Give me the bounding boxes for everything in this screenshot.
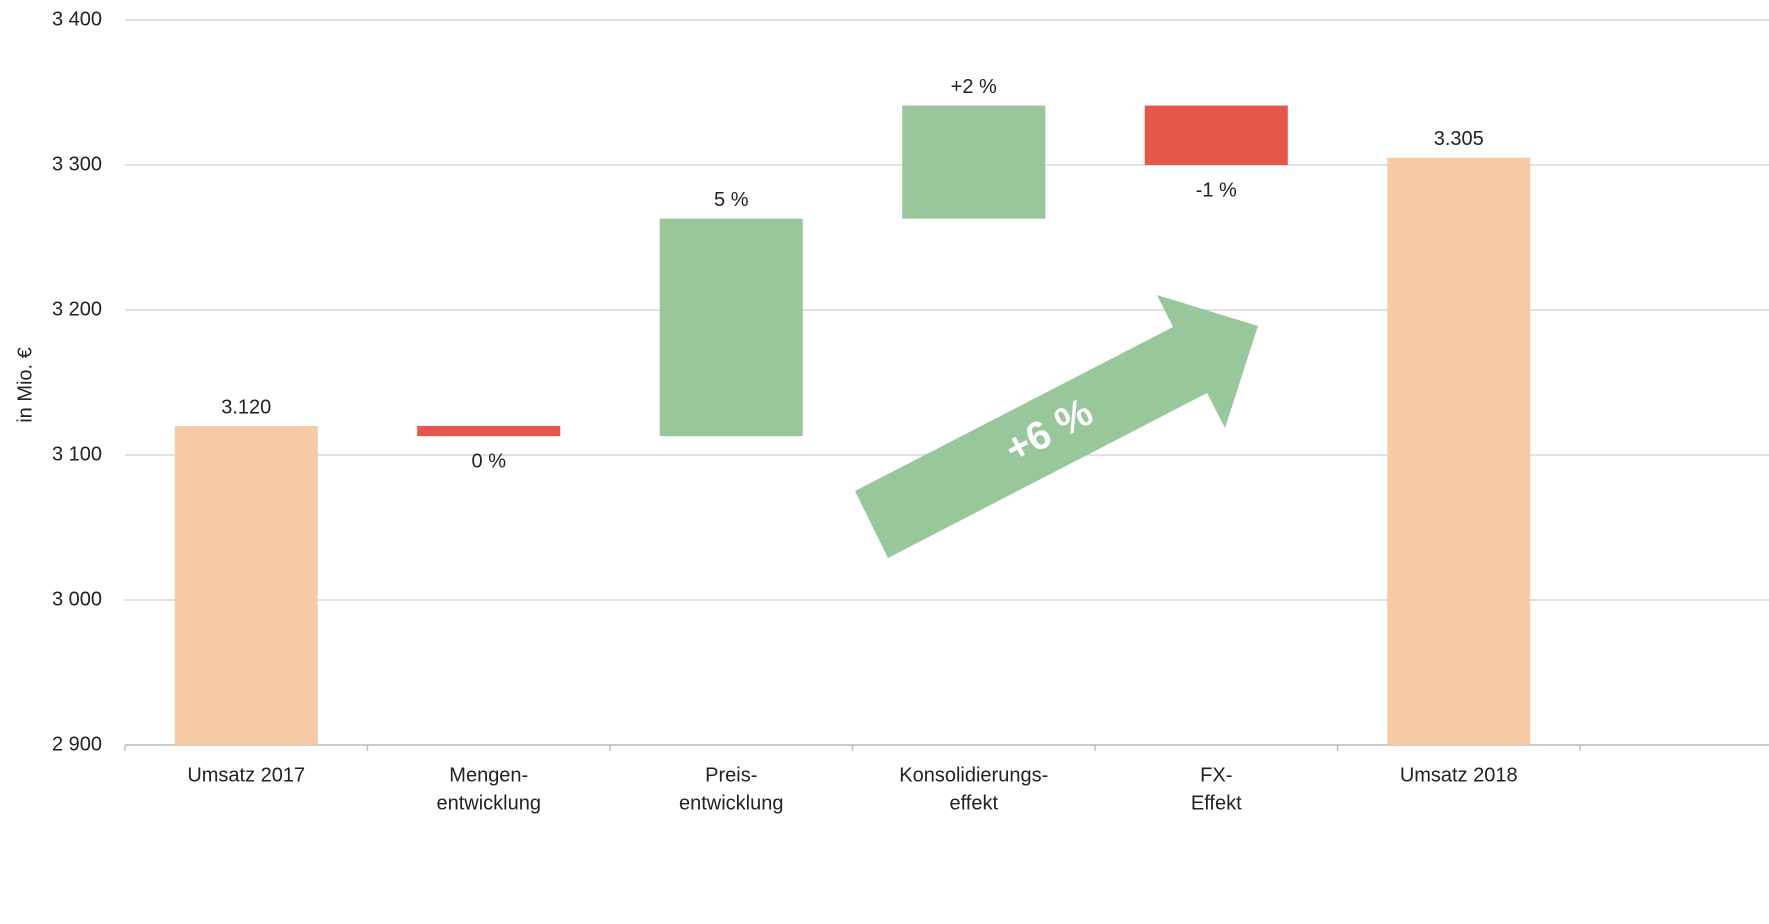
y-tick-label: 3 200 xyxy=(52,298,102,320)
y-tick-label: 3 000 xyxy=(52,588,102,610)
data-label: 5 % xyxy=(714,189,749,211)
y-tick-label: 3 300 xyxy=(52,153,102,175)
x-tick-label: Preis- xyxy=(705,764,757,786)
data-label: +2 % xyxy=(951,76,997,98)
bar xyxy=(659,218,803,437)
data-label: 0 % xyxy=(472,450,507,472)
data-label: 3.120 xyxy=(221,396,271,418)
bar xyxy=(902,105,1046,219)
x-tick-label: entwicklung xyxy=(436,792,541,814)
bar xyxy=(174,426,318,745)
bar xyxy=(1387,157,1531,745)
x-tick-label: entwicklung xyxy=(679,792,784,814)
x-tick-label: Konsolidierungs- xyxy=(899,764,1048,786)
x-tick-label: Mengen- xyxy=(449,764,528,786)
trend-arrow xyxy=(855,295,1258,558)
x-tick-label: Umsatz 2018 xyxy=(1400,764,1518,786)
bar xyxy=(417,426,561,437)
x-tick-label: Umsatz 2017 xyxy=(187,764,305,786)
bars: 3.120 Umsatz 2017 0 % Mengen-entwicklung 5 %… xyxy=(174,76,1531,814)
data-label: 3.305 xyxy=(1434,128,1484,150)
x-tick-label: effekt xyxy=(949,792,998,814)
x-tick-label: FX- xyxy=(1200,764,1232,786)
y-tick-label: 3 400 xyxy=(52,8,102,30)
data-label: -1 % xyxy=(1196,179,1237,201)
y-tick-label: 2 900 xyxy=(52,733,102,755)
y-tick-label: 3 100 xyxy=(52,443,102,465)
y-axis-label: in Mio. € xyxy=(14,347,36,423)
x-tick-label: Effekt xyxy=(1191,792,1242,814)
bar xyxy=(1144,105,1288,165)
